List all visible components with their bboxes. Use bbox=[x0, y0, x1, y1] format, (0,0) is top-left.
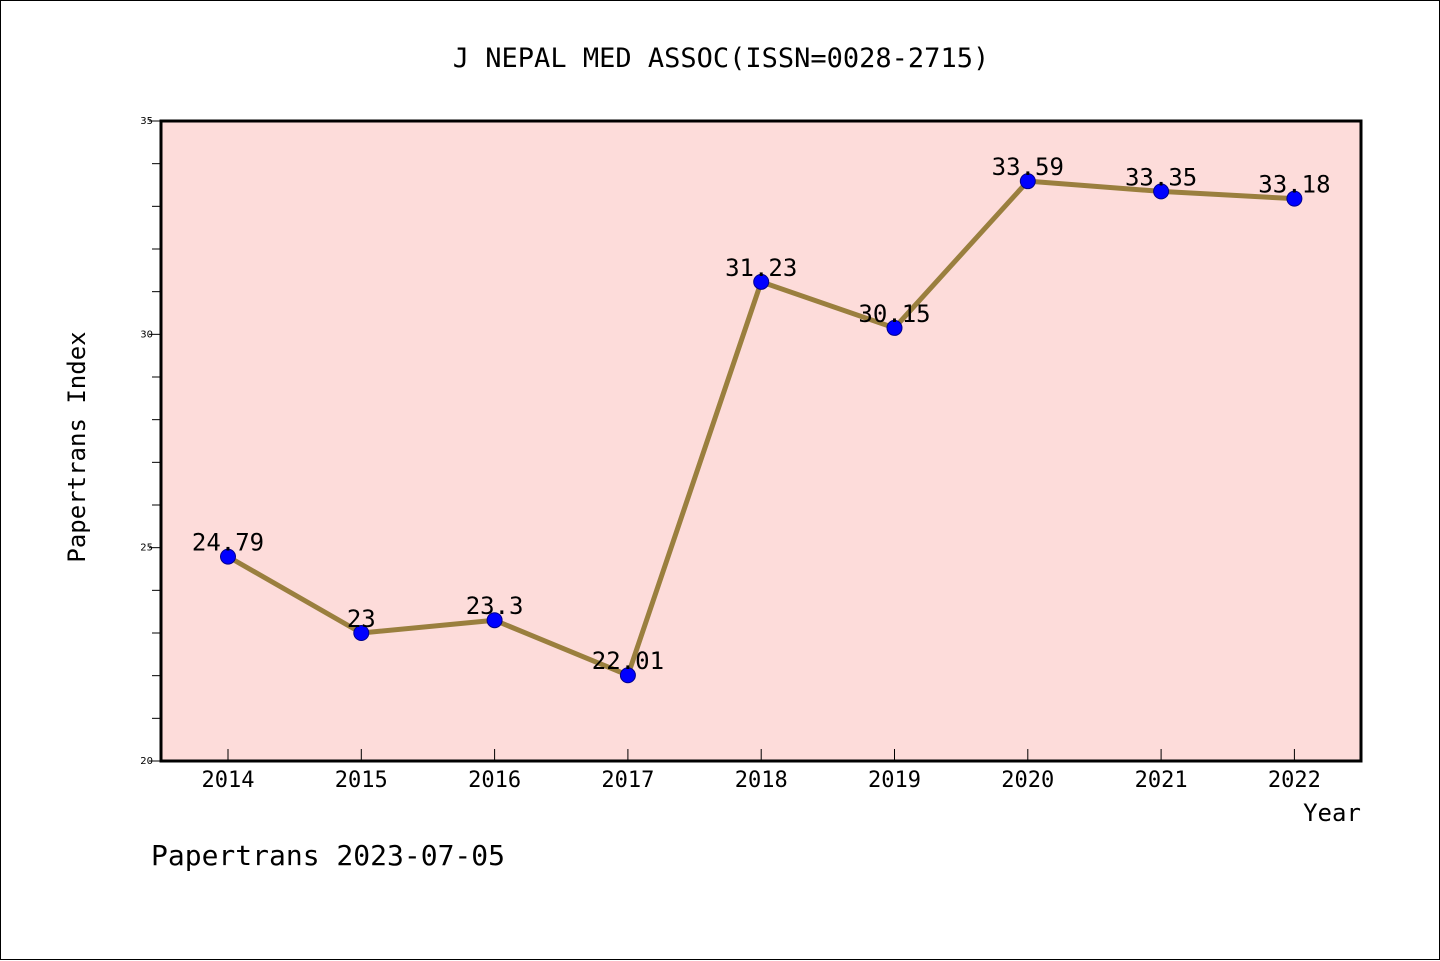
x-tick-label: 2014 bbox=[202, 768, 255, 793]
data-point bbox=[1286, 190, 1303, 207]
data-label: 22.01 bbox=[592, 647, 664, 675]
data-point bbox=[886, 319, 903, 336]
x-tick-label: 2019 bbox=[868, 768, 921, 793]
data-point bbox=[486, 612, 503, 629]
y-axis-label: Papertrans Index bbox=[63, 331, 91, 562]
y-axis-ticks: 20 25 30 35 bbox=[140, 116, 161, 767]
plot-border bbox=[159, 119, 1363, 763]
data-label: 30.15 bbox=[858, 300, 930, 328]
line-segment bbox=[1158, 188, 1297, 202]
line-segment bbox=[625, 279, 764, 678]
line-segment bbox=[758, 279, 897, 331]
data-label: 23 bbox=[347, 605, 376, 633]
data-label: 24.79 bbox=[192, 529, 264, 557]
x-tick-label: 2015 bbox=[335, 768, 388, 793]
chart-title: J NEPAL MED ASSOC(ISSN=0028-2715) bbox=[453, 43, 989, 74]
data-label: 33.35 bbox=[1125, 163, 1197, 191]
series-markers bbox=[220, 173, 1303, 684]
footer-date: Papertrans 2023-07-05 bbox=[151, 839, 505, 872]
x-tick-label: 2016 bbox=[468, 768, 521, 793]
x-axis-ticks: 2014 2015 2016 2017 2018 2019 2020 2021 2022 bbox=[202, 749, 1321, 793]
data-point bbox=[753, 273, 770, 290]
y-tick-label: 35 bbox=[140, 116, 153, 127]
data-point bbox=[1019, 173, 1036, 190]
x-axis-label: Year bbox=[1303, 799, 1361, 827]
x-tick-label: 2021 bbox=[1135, 768, 1188, 793]
data-point bbox=[1153, 183, 1170, 200]
data-labels: 24.79 23 23.3 22.01 31.23 30.15 33.59 33.35 33.1… bbox=[192, 153, 1331, 675]
y-tick-label: 20 bbox=[140, 756, 153, 767]
data-label: 23.3 bbox=[466, 592, 524, 620]
plot-area bbox=[161, 121, 1361, 761]
data-label: 31.23 bbox=[725, 254, 797, 282]
y-tick-label: 25 bbox=[140, 543, 153, 554]
data-point bbox=[619, 667, 636, 684]
data-point bbox=[353, 625, 370, 641]
x-tick-label: 2017 bbox=[601, 768, 654, 793]
data-label: 33.59 bbox=[992, 153, 1064, 181]
data-label: 33.18 bbox=[1258, 171, 1330, 199]
y-tick-label: 30 bbox=[140, 329, 153, 340]
x-tick-label: 2022 bbox=[1268, 768, 1321, 793]
x-tick-label: 2018 bbox=[735, 768, 788, 793]
line-segment bbox=[892, 178, 1031, 331]
series-line bbox=[225, 178, 1297, 678]
line-segment bbox=[225, 554, 364, 636]
line-segment bbox=[492, 617, 631, 678]
line-segment bbox=[358, 617, 498, 636]
data-point bbox=[220, 548, 236, 565]
line-segment bbox=[1025, 178, 1164, 194]
x-tick-label: 2020 bbox=[1001, 768, 1054, 793]
